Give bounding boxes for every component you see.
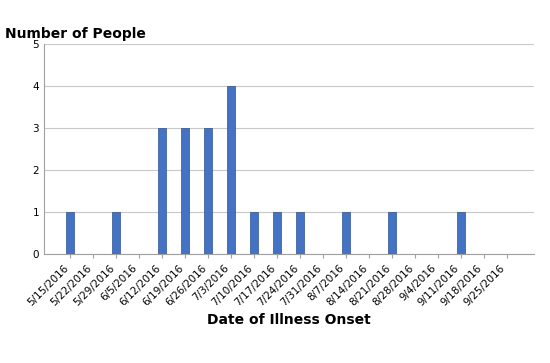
- Bar: [250, 212, 258, 254]
- X-axis label: Date of Illness Onset: Date of Illness Onset: [207, 313, 371, 327]
- Bar: [296, 212, 304, 254]
- Bar: [227, 86, 235, 254]
- Bar: [204, 128, 212, 254]
- Text: Number of People: Number of People: [5, 27, 146, 41]
- Bar: [273, 212, 281, 254]
- Bar: [182, 128, 189, 254]
- Bar: [388, 212, 396, 254]
- Bar: [457, 212, 465, 254]
- Bar: [158, 128, 166, 254]
- Bar: [342, 212, 350, 254]
- Bar: [66, 212, 74, 254]
- Bar: [112, 212, 120, 254]
